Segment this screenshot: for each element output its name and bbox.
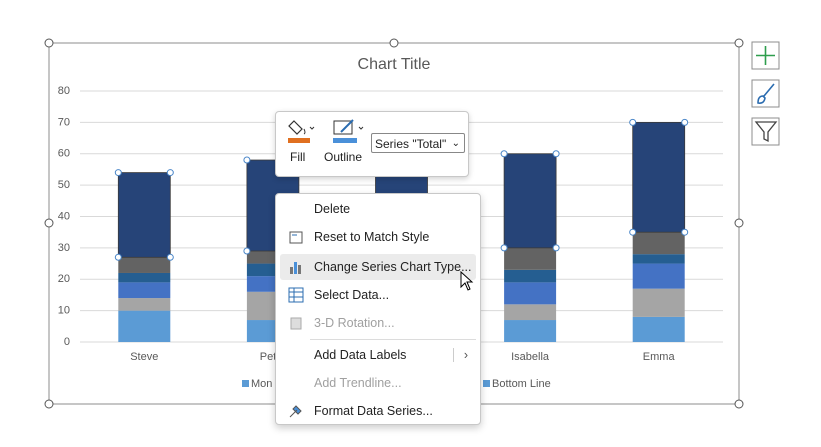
menu-item[interactable]: Reset to Match Style — [280, 224, 476, 250]
plus-icon — [756, 46, 775, 65]
selection-handle — [243, 156, 251, 164]
menu-item[interactable]: Select Data... — [280, 282, 476, 308]
menu-item: Add Trendline... — [280, 370, 476, 396]
chart-title: Chart Title — [358, 56, 431, 73]
frame-handle — [734, 218, 744, 228]
mouse-cursor — [460, 271, 474, 291]
bar-segment — [632, 288, 685, 317]
legend-swatch — [483, 380, 490, 387]
selection-handle — [629, 228, 637, 236]
menu-item: 3-D Rotation... — [280, 310, 476, 336]
menu-item[interactable]: Delete — [280, 196, 476, 222]
bar-segment — [118, 298, 171, 311]
bar-segment — [504, 320, 557, 342]
menu-icon — [288, 287, 304, 303]
selection-handle — [500, 244, 508, 252]
frame-handle — [734, 38, 744, 48]
bar-segment — [504, 247, 557, 270]
menu-separator — [310, 339, 476, 340]
bar-segment — [504, 282, 557, 305]
y-tick-label: 20 — [58, 273, 70, 285]
frame-handle — [44, 399, 54, 409]
y-tick-label: 0 — [64, 336, 70, 348]
outline-icon — [333, 119, 364, 143]
x-tick-label: Emma — [643, 351, 676, 363]
legend-label: Bottom Line — [492, 378, 551, 390]
y-tick-label: 10 — [58, 305, 70, 317]
side-buttons — [751, 41, 780, 146]
dropdown-arrow: ⌄ — [451, 138, 460, 149]
bar-segment — [632, 232, 685, 255]
bar-segment — [118, 272, 171, 283]
selection-handle — [166, 169, 174, 177]
selection-handle — [629, 118, 637, 126]
selection-handle — [243, 247, 251, 255]
menu-item-label: 3-D Rotation... — [314, 316, 395, 330]
mini-toolbar: Fill Outline Series "Total" ⌄ — [275, 111, 469, 177]
frame-handle — [734, 399, 744, 409]
bar-segment — [504, 304, 557, 321]
menu-item[interactable]: Change Series Chart Type... — [280, 254, 476, 280]
x-tick-label: Steve — [130, 351, 158, 363]
bar-segment — [632, 121, 686, 233]
selection-handle — [166, 253, 174, 261]
bar-segment — [118, 282, 171, 299]
selection-handle — [114, 253, 122, 261]
menu-icon — [289, 231, 303, 244]
bar-segment — [118, 310, 171, 342]
y-tick-label: 70 — [58, 116, 70, 128]
fill-icon — [288, 120, 315, 143]
bar-segment — [632, 263, 685, 289]
bar-segment — [632, 254, 685, 264]
selection-handle — [552, 244, 560, 252]
legend-label: Mon — [251, 378, 272, 390]
frame-handle — [44, 218, 54, 228]
bar-segment — [503, 153, 557, 249]
y-tick-label: 80 — [58, 85, 70, 97]
bar-segment — [118, 257, 171, 273]
menu-icon — [290, 262, 301, 274]
context-menu: Delete Reset to Match Style Change Series … — [275, 193, 481, 425]
selection-handle — [552, 150, 560, 158]
submenu-arrow: › — [463, 348, 468, 362]
menu-item-label: Add Trendline... — [314, 376, 402, 390]
series-select-text: Series "Total" — [375, 137, 447, 151]
filter-icon — [754, 121, 778, 143]
y-tick-label: 50 — [58, 179, 70, 191]
menu-item-label: Format Data Series... — [314, 404, 433, 418]
frame-handle — [44, 38, 54, 48]
bar-segment — [632, 316, 685, 342]
y-tick-label: 60 — [58, 148, 70, 160]
bar-segment — [117, 172, 171, 258]
y-tick-label: 40 — [58, 210, 70, 222]
fill-label[interactable]: Fill — [290, 150, 306, 164]
selection-handle — [500, 150, 508, 158]
menu-item-label: Delete — [314, 202, 351, 216]
submenu-divider — [453, 348, 454, 362]
y-tick-label: 30 — [58, 242, 70, 254]
series-select[interactable]: Series "Total" ⌄ — [371, 133, 465, 153]
menu-item-label: Select Data... — [314, 288, 390, 302]
selection-handle — [681, 228, 689, 236]
menu-icon — [290, 317, 302, 330]
menu-item[interactable]: Add Data Labels › — [280, 342, 476, 368]
bar-segment — [504, 269, 557, 283]
x-tick-label: Isabella — [511, 351, 550, 363]
frame-handle — [389, 38, 399, 48]
menu-item-label: Add Data Labels — [314, 348, 407, 362]
menu-item-label: Reset to Match Style — [314, 230, 430, 244]
selection-handle — [114, 169, 122, 177]
selection-handle — [681, 118, 689, 126]
outline-label[interactable]: Outline — [324, 150, 363, 164]
brush-icon — [757, 83, 775, 104]
legend-swatch — [242, 380, 249, 387]
menu-item-label: Change Series Chart Type... — [314, 260, 472, 274]
menu-icon — [289, 405, 302, 418]
menu-item[interactable]: Format Data Series... — [280, 398, 476, 424]
